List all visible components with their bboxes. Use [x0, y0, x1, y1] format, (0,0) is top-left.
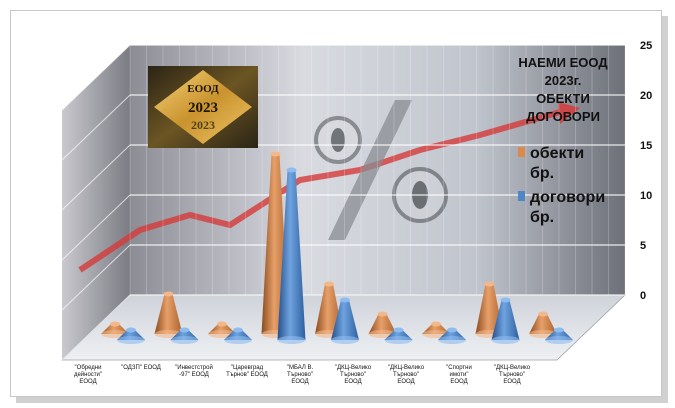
cone-top — [393, 327, 404, 333]
bar-cone-dogovori — [545, 327, 573, 344]
logo-text-1: ЕООД — [187, 83, 219, 95]
cone-base — [277, 336, 306, 344]
x-tick-label: "ОДЗП" ЕООД — [121, 365, 161, 371]
legend-label-line2: бр. — [530, 165, 554, 182]
gridline-side — [61, 144, 131, 211]
y-tick-label: 5 — [640, 240, 646, 252]
x-tick-label: ЕООД — [344, 379, 361, 385]
x-tick-label: "ДКЦ-Велико — [494, 365, 531, 371]
title-line-4: ДОГОВОРИ — [526, 109, 600, 124]
cone-top — [179, 327, 190, 333]
cone-base — [545, 336, 573, 344]
cone-top — [538, 311, 548, 317]
title-line-3: ОБЕКТИ — [536, 91, 590, 106]
x-tick-label: "Обредни — [75, 365, 102, 371]
cone-base — [384, 336, 413, 344]
y-tick-label: 0 — [640, 290, 646, 302]
company-logo: ЕООД 2023 2023 — [148, 66, 258, 148]
legend-swatch-dogovori — [518, 191, 525, 201]
cone-top — [126, 327, 136, 333]
gridline-side — [61, 94, 131, 161]
x-tick-label: "Царевград — [231, 365, 264, 371]
x-tick-label: Търново" — [287, 372, 313, 378]
bar-cone-dogovori — [491, 297, 520, 344]
x-tick-label: Търнов" ЕООД — [226, 372, 268, 378]
cone-base — [117, 336, 145, 344]
legend-label: обекти — [530, 145, 584, 162]
cone-top — [110, 321, 120, 327]
cone-base — [170, 336, 199, 344]
side-wall — [62, 45, 130, 360]
y-tick-label: 10 — [640, 190, 652, 202]
bar-cone-dogovori — [224, 327, 252, 344]
gridline-side — [61, 294, 131, 361]
cone-top — [554, 327, 564, 333]
cone-top — [217, 321, 227, 327]
y-tick-label: 20 — [640, 90, 652, 102]
x-tick-label: Търново" — [393, 372, 419, 378]
x-tick-label: ЕООД — [503, 379, 520, 385]
x-tick-label: "Спортни — [446, 365, 472, 371]
cone-body — [331, 300, 359, 340]
gridline-side — [61, 44, 131, 111]
x-tick-label: -97" ЕООД — [179, 372, 209, 378]
cone-top — [270, 151, 281, 157]
cone-top — [286, 167, 297, 173]
cone-body — [529, 314, 557, 334]
bar-cone-dogovori — [277, 167, 306, 344]
x-tick-label: Търново" — [340, 372, 366, 378]
cone-top — [377, 311, 388, 317]
cone-top — [233, 327, 243, 333]
bar-cone-dogovori — [117, 327, 145, 344]
x-tick-label: "МБАЛ В. — [287, 365, 314, 371]
x-tick-label: "ДКЦ-Велико — [335, 365, 372, 371]
cone-base — [438, 336, 466, 344]
cone-base — [491, 336, 520, 344]
bar-cone-obekti — [529, 311, 557, 338]
trend-arrow-decoration — [78, 109, 561, 273]
cone-top — [163, 291, 174, 297]
cone-top — [324, 281, 334, 287]
x-tick-label: ЕООД — [397, 379, 414, 385]
gridline-side — [61, 244, 131, 311]
x-tick-label: ЕООД — [291, 379, 308, 385]
legend: обекти бр. договори бр. — [518, 145, 605, 226]
trend-arrow-head — [558, 102, 580, 124]
cone-top — [500, 297, 511, 303]
x-tick-label: "ДКЦ-Велико — [388, 365, 425, 371]
cone-base — [331, 336, 359, 344]
cone-top — [447, 327, 457, 333]
cone-body — [277, 170, 306, 340]
y-tick-label: 25 — [640, 40, 652, 52]
bar-cone-dogovori — [331, 297, 359, 344]
x-tick-label: "Инвестстрой — [175, 364, 213, 371]
cone-top — [484, 281, 495, 287]
cone-body — [154, 294, 183, 334]
cone-base — [224, 336, 252, 344]
cone-top — [431, 321, 441, 327]
x-tick-label: дейности" — [74, 371, 102, 378]
x-tick-label: Търново" — [499, 372, 525, 378]
bar-cone-dogovori — [384, 327, 413, 344]
legend-label-line2: бр. — [530, 209, 554, 226]
x-tick-label: ЕООД — [79, 379, 96, 385]
x-tick-label: имоти" — [450, 372, 469, 378]
bar-cone-dogovori — [170, 327, 199, 344]
legend-label: договори — [530, 189, 605, 206]
legend-swatch-obekti — [518, 147, 525, 157]
cone-top — [340, 297, 350, 303]
x-tick-label: ЕООД — [450, 379, 467, 385]
chart-title: НАЕМИ ЕООД 2023г. ОБЕКТИ ДОГОВОРИ — [518, 55, 608, 124]
cone-body — [491, 300, 520, 340]
y-tick-label: 15 — [640, 140, 652, 152]
title-line-1: НАЕМИ ЕООД — [518, 55, 608, 70]
gridline-side — [61, 194, 131, 261]
logo-text-3: 2023 — [191, 118, 215, 132]
title-line-2: 2023г. — [545, 73, 582, 88]
bar-cone-dogovori — [438, 327, 466, 344]
cone-body — [368, 314, 397, 334]
logo-text-2: 2023 — [188, 100, 218, 116]
